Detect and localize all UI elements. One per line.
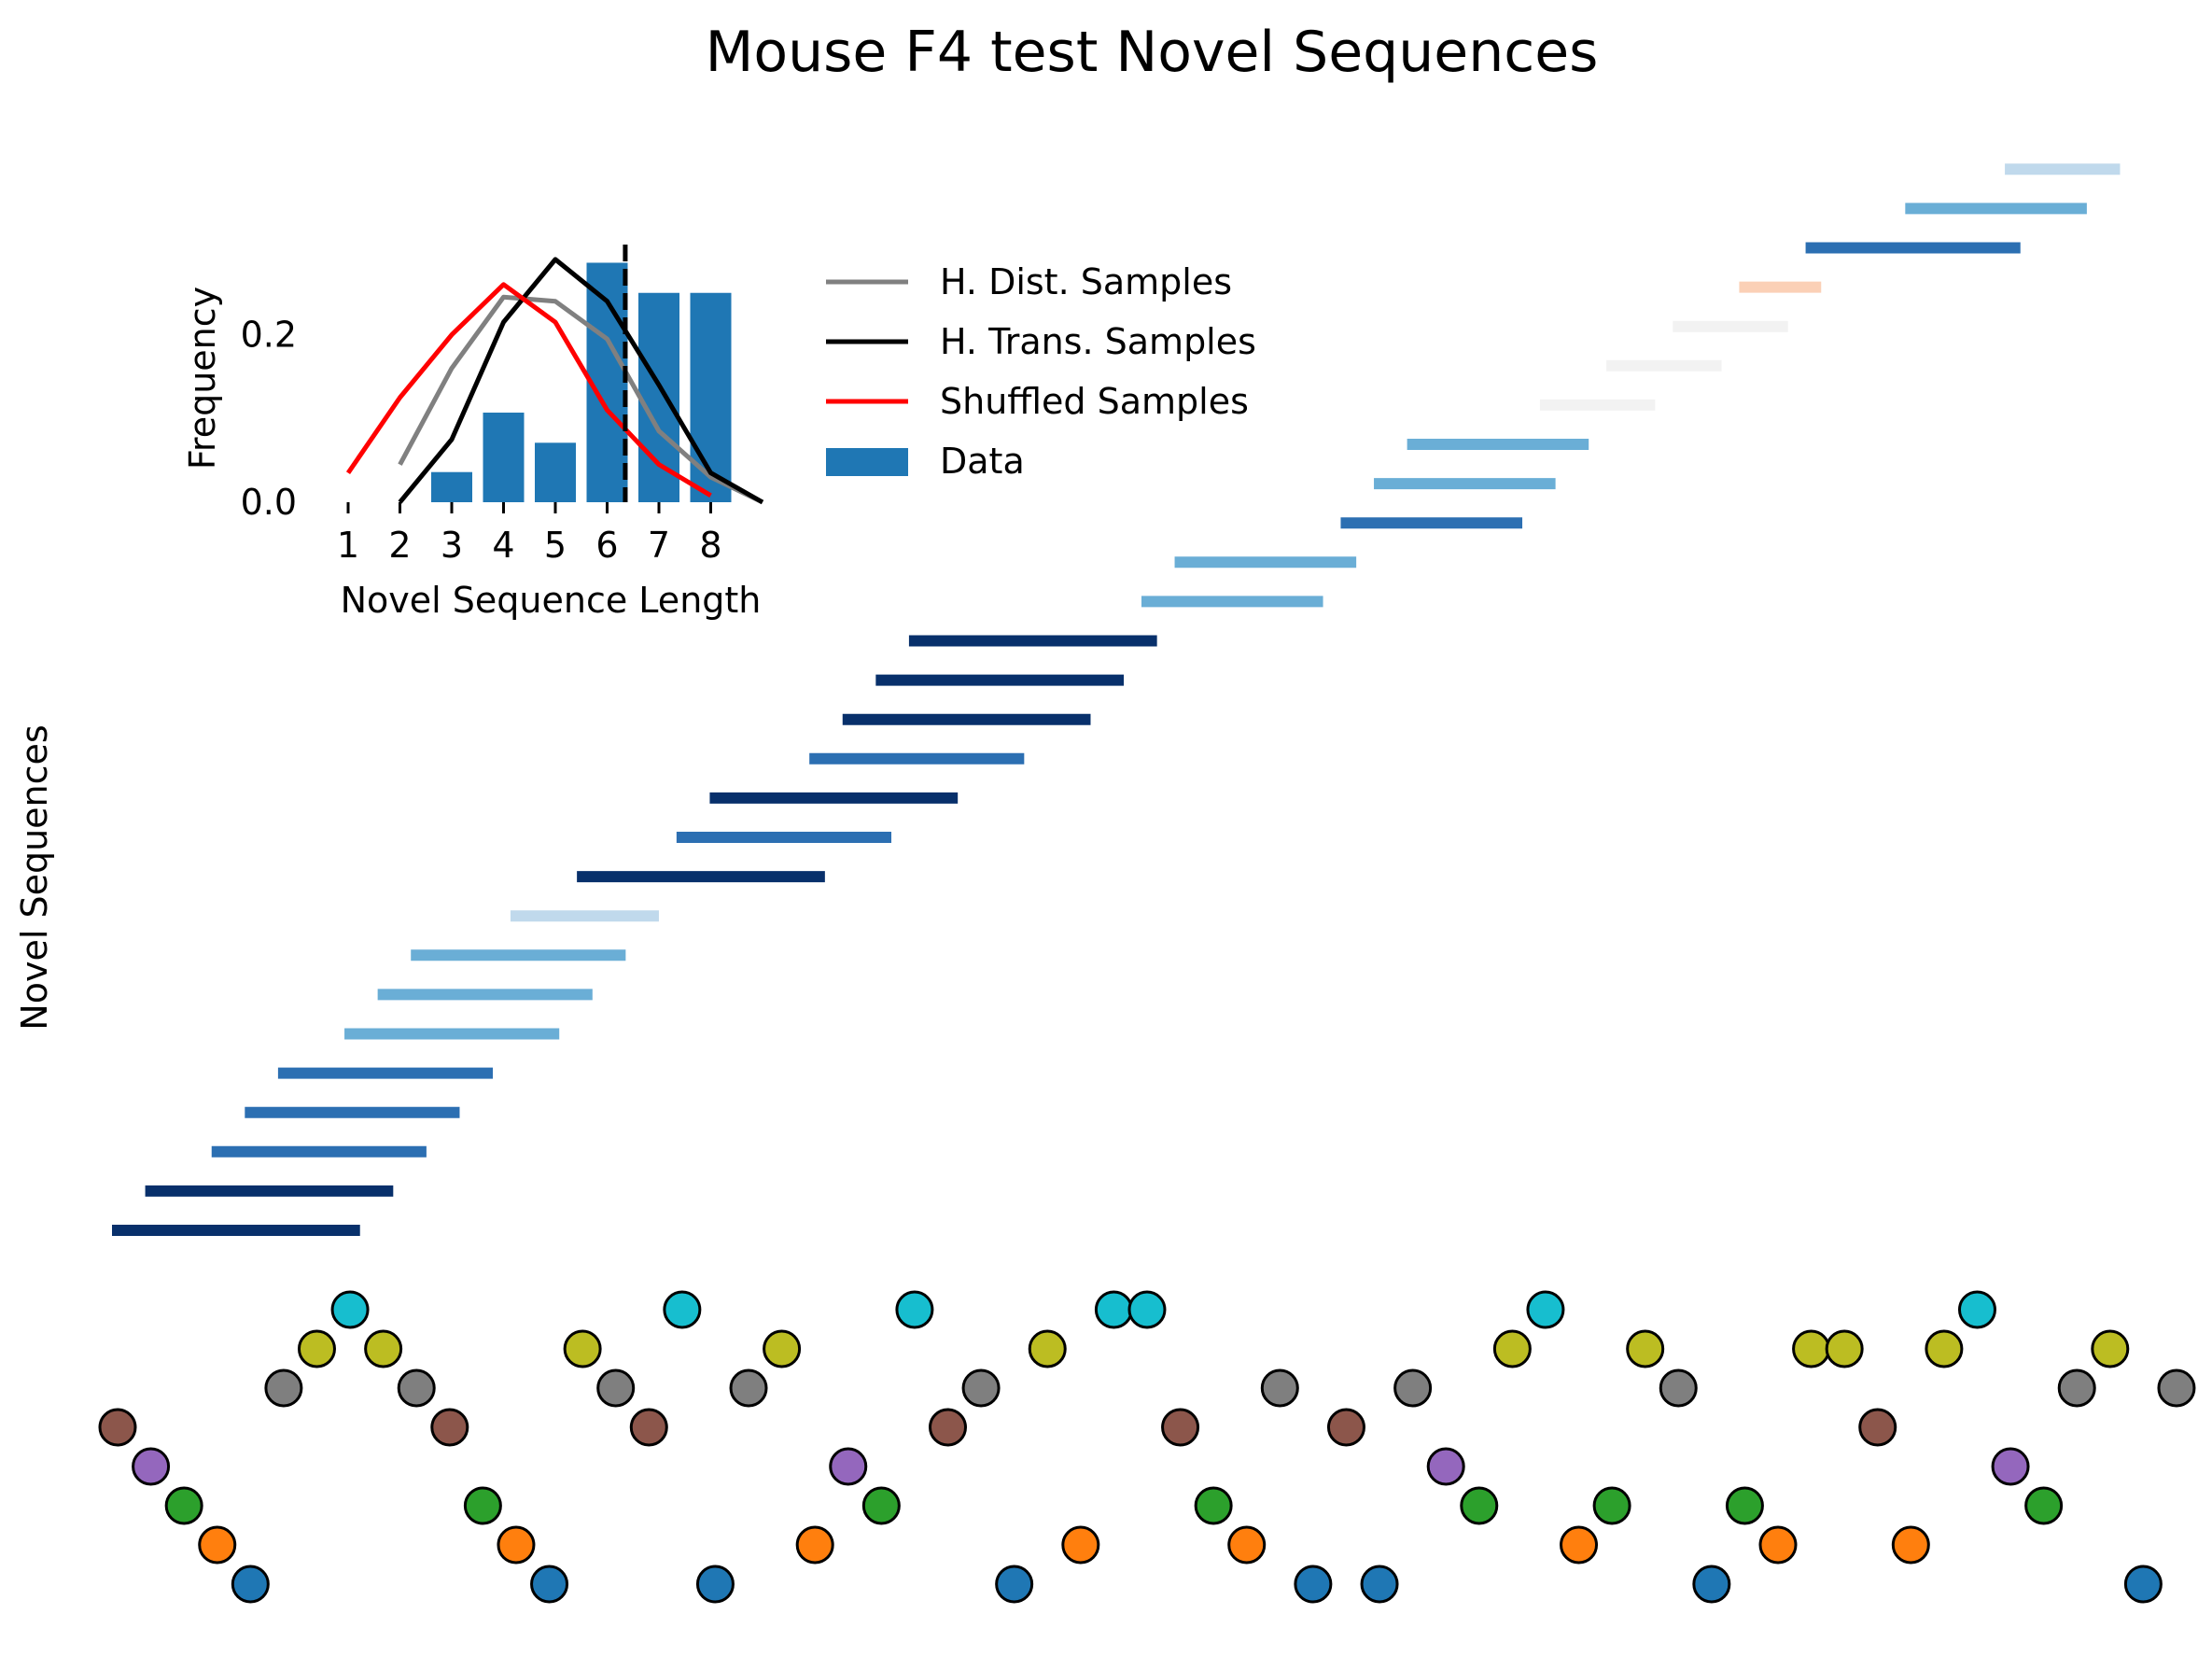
event-dot — [164, 1486, 203, 1525]
event-dot — [929, 1408, 967, 1447]
event-dot — [795, 1525, 834, 1565]
event-dot — [98, 1408, 137, 1447]
event-dot — [1758, 1525, 1798, 1565]
event-dot — [1028, 1329, 1067, 1368]
event-dot — [497, 1525, 536, 1565]
series-line — [398, 294, 764, 505]
x-tick-label: 7 — [648, 525, 670, 566]
event-dot — [1393, 1368, 1433, 1408]
event-dot — [2091, 1329, 2130, 1368]
event-dot — [330, 1290, 370, 1329]
y-tick-label: 0.0 — [241, 482, 297, 523]
event-dot — [1925, 1329, 1964, 1368]
data-bar — [535, 442, 576, 502]
data-bar — [638, 292, 679, 502]
series-line — [398, 257, 764, 505]
legend-swatch — [826, 448, 908, 476]
event-dot — [829, 1447, 868, 1486]
event-dot — [1659, 1368, 1698, 1408]
event-dot — [1127, 1290, 1167, 1329]
event-dot — [1858, 1408, 1897, 1447]
legend-label: H. Dist. Samples — [940, 261, 1232, 302]
event-dot — [1492, 1329, 1532, 1368]
event-dot — [1161, 1408, 1200, 1447]
event-dot — [1991, 1447, 2030, 1486]
event-dot — [1626, 1329, 1665, 1368]
event-dot — [1294, 1565, 1333, 1604]
x-tick-label: 1 — [337, 525, 359, 566]
event-dot — [1360, 1565, 1399, 1604]
event-dot — [1426, 1447, 1465, 1486]
event-dot — [961, 1368, 1001, 1408]
event-dot — [1792, 1329, 1831, 1368]
x-tick-label: 6 — [595, 525, 618, 566]
inset-histogram: 1 2 3 4 5 6 7 8 0.0 0.2 Novel Sequence Length Fre… — [182, 245, 1256, 621]
x-tick-label: 4 — [492, 525, 514, 566]
event-dot — [1560, 1525, 1599, 1565]
event-dot — [2157, 1368, 2196, 1408]
x-tick-label: 8 — [699, 525, 721, 566]
event-dot — [1260, 1368, 1299, 1408]
event-dot — [1957, 1290, 1996, 1329]
event-dot — [563, 1329, 602, 1368]
legend-label: Data — [940, 441, 1025, 482]
event-dot — [198, 1525, 237, 1565]
event-dot — [596, 1368, 636, 1408]
legend-label: H. Trans. Samples — [940, 321, 1256, 362]
event-dot — [729, 1368, 768, 1408]
event-dot — [1194, 1486, 1233, 1525]
y-tick-label: 0.2 — [241, 315, 297, 356]
event-dots — [98, 1290, 2196, 1604]
event-dot — [1692, 1565, 1731, 1604]
event-dot — [1094, 1290, 1133, 1329]
series-line — [345, 282, 712, 498]
event-dot — [1891, 1525, 1930, 1565]
event-dot — [430, 1408, 469, 1447]
x-tick-label: 3 — [441, 525, 463, 566]
x-tick-label: 5 — [544, 525, 567, 566]
event-dot — [861, 1486, 901, 1525]
inset-y-axis-label: Frequency — [182, 287, 223, 470]
event-dot — [132, 1447, 171, 1486]
event-dot — [995, 1565, 1034, 1604]
inset-axes: 1 2 3 4 5 6 7 8 0.0 0.2 — [241, 315, 722, 566]
event-dot — [530, 1565, 569, 1604]
event-dot — [364, 1329, 403, 1368]
event-dot — [2024, 1486, 2064, 1525]
inset-lines — [345, 257, 764, 505]
event-dot — [763, 1329, 802, 1368]
event-dot — [1061, 1525, 1100, 1565]
event-dot — [1227, 1525, 1267, 1565]
event-dot — [264, 1368, 303, 1408]
event-dot — [663, 1290, 702, 1329]
event-dot — [1825, 1329, 1864, 1368]
data-bar — [431, 471, 472, 502]
event-dot — [695, 1565, 735, 1604]
event-dot — [895, 1290, 934, 1329]
sequence-segments — [112, 163, 2121, 1236]
event-dot — [1526, 1290, 1565, 1329]
event-dot — [297, 1329, 336, 1368]
event-dot — [397, 1368, 436, 1408]
event-dot — [2123, 1565, 2163, 1604]
legend-label: Shuffled Samples — [940, 381, 1249, 422]
x-tick-label: 2 — [388, 525, 411, 566]
y-axis-label: Novel Sequences — [14, 724, 55, 1030]
chart-title: Mouse F4 test Novel Sequences — [706, 20, 1599, 85]
event-dot — [1592, 1486, 1631, 1525]
inset-x-axis-label: Novel Sequence Length — [341, 580, 762, 621]
inset-bars — [431, 262, 732, 502]
data-bar — [483, 413, 525, 502]
event-dot — [629, 1408, 668, 1447]
event-dot — [2057, 1368, 2096, 1408]
event-dot — [1460, 1486, 1499, 1525]
event-dot — [1725, 1486, 1764, 1525]
event-dot — [231, 1565, 270, 1604]
event-dot — [1326, 1408, 1365, 1447]
event-dot — [463, 1486, 502, 1525]
legend: H. Dist. Samples H. Trans. Samples Shuffle… — [826, 261, 1256, 482]
